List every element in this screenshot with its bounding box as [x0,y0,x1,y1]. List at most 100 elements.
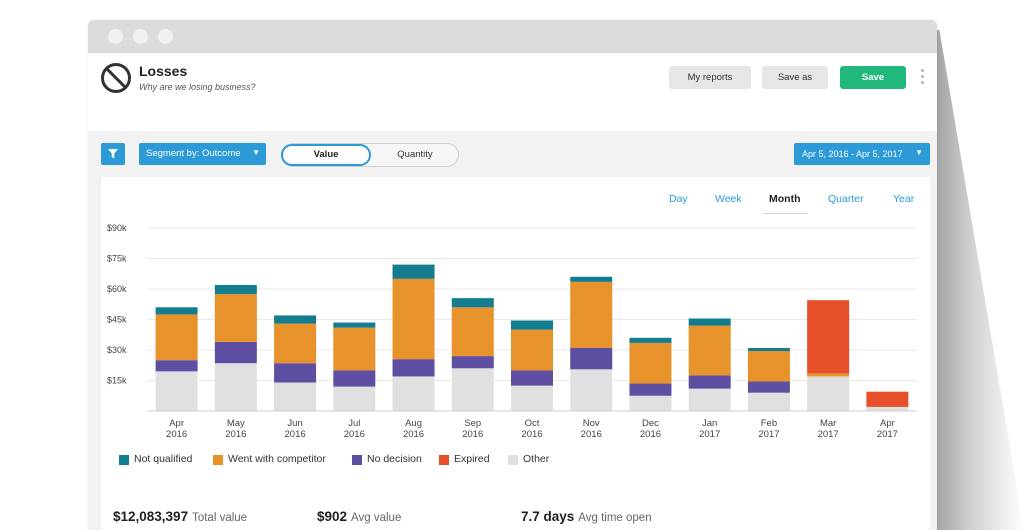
x-tick-label-month: Apr [169,418,184,429]
toggle-value[interactable]: Value [281,144,371,166]
save-as-button[interactable]: Save as [762,66,828,89]
bar-segment-went-with-competitor[interactable] [451,307,494,357]
bar-segment-went-with-competitor[interactable] [392,278,435,360]
bar-segment-went-with-competitor[interactable] [274,323,317,364]
bar-segment-no-decision[interactable] [747,381,790,393]
bar-segment-no-decision[interactable] [629,383,672,396]
legend-label: Expired [454,453,490,465]
report-toolbar: Segment by: Outcome ▼ Value Quantity Apr… [88,131,937,176]
period-year[interactable]: Year [893,193,915,205]
avg-value-stat: $902 Avg value [317,508,509,530]
segment-by-label: Segment by: Outcome [146,148,241,159]
legend-label: Not qualified [134,453,193,465]
bar-segment-other[interactable] [747,392,790,411]
bar-segment-went-with-competitor[interactable] [570,281,613,348]
stat-caption: Avg time open [578,512,652,524]
bar-segment-other[interactable] [570,369,613,411]
bar-segment-other[interactable] [807,376,850,411]
bar-segment-other[interactable] [511,385,553,411]
date-range-label: Apr 5, 2016 - Apr 5, 2017 [802,149,903,159]
bar-segment-not-qualified[interactable] [214,284,257,295]
x-tick-label-month: Oct [525,418,540,429]
bar-segment-no-decision[interactable] [274,363,317,383]
bar-segment-other[interactable] [392,376,435,411]
x-tick-label-year: 2017 [877,429,898,440]
bar-segment-other[interactable] [866,406,909,411]
period-week[interactable]: Week [715,193,742,205]
save-button[interactable]: Save [840,66,906,89]
segment-by-dropdown[interactable]: Segment by: Outcome ▼ [139,143,266,165]
bar-segment-not-qualified[interactable] [511,320,553,330]
bar-segment-went-with-competitor[interactable] [333,327,376,371]
bar-segment-not-qualified[interactable] [333,322,376,328]
bar-segment-not-qualified[interactable] [570,276,613,282]
bar-segment-no-decision[interactable] [511,370,553,386]
bar-segment-expired[interactable] [866,391,909,407]
x-tick-label-year: 2016 [581,429,602,440]
bar-segment-not-qualified[interactable] [155,307,198,315]
no-entry-icon [101,63,131,93]
bar-segment-not-qualified[interactable] [629,337,672,343]
bar-segment-no-decision[interactable] [155,360,198,372]
period-month[interactable]: Month [769,193,801,205]
x-tick-label-month: Dec [642,418,659,429]
bar-segment-went-with-competitor[interactable] [629,342,672,384]
toggle-quantity[interactable]: Quantity [397,149,433,160]
bar-segment-expired[interactable] [807,300,850,374]
bar-segment-not-qualified[interactable] [451,298,494,308]
bar-segment-other[interactable] [629,395,672,411]
period-day[interactable]: Day [669,193,688,205]
bar-segment-not-qualified[interactable] [392,264,435,279]
x-tick-label-year: 2016 [462,429,483,440]
legend-swatch [508,455,518,465]
x-tick-label-year: 2016 [285,429,306,440]
x-tick-label-month: Mar [820,418,836,429]
y-tick-label: $75k [107,254,127,264]
x-tick-label-month: May [227,418,245,429]
bar-segment-no-decision[interactable] [570,347,613,370]
bar-segment-no-decision[interactable] [392,359,435,377]
bar-segment-other[interactable] [333,386,376,411]
bar-segment-went-with-competitor[interactable] [747,351,790,382]
value-quantity-toggle: Value Quantity [281,143,459,167]
bar-segment-not-qualified[interactable] [747,347,790,352]
filter-button[interactable] [101,143,125,165]
my-reports-button[interactable]: My reports [669,66,751,89]
x-tick-label-year: 2016 [225,429,246,440]
x-tick-label-month: Sep [464,418,481,429]
more-options-icon[interactable] [921,69,925,87]
bar-segment-no-decision[interactable] [214,341,257,364]
x-tick-label-year: 2016 [166,429,187,440]
window-close-dot[interactable] [108,29,123,44]
app-window: Losses Why are we losing business? My re… [88,20,937,530]
bar-segment-went-with-competitor[interactable] [688,325,731,376]
x-tick-label-month: Jul [348,418,360,429]
total-value-stat: $12,083,397 Total value [113,508,305,530]
bar-segment-not-qualified[interactable] [688,318,731,326]
bar-segment-other[interactable] [451,368,494,411]
bar-segment-no-decision[interactable] [451,356,494,369]
y-tick-label: $15k [107,376,127,386]
chevron-down-icon: ▼ [915,148,923,157]
bar-segment-other[interactable] [214,363,257,411]
stat-value: 7.7 days [521,509,575,524]
bar-segment-other[interactable] [155,371,198,411]
bar-segment-no-decision[interactable] [688,375,731,389]
period-selected-underline [763,213,808,214]
bar-segment-not-qualified[interactable] [274,315,317,324]
bar-segment-went-with-competitor[interactable] [214,294,257,342]
window-titlebar [88,20,937,53]
bar-segment-went-with-competitor[interactable] [807,373,850,377]
period-quarter[interactable]: Quarter [828,193,864,205]
stat-value: $902 [317,509,348,524]
window-maximize-dot[interactable] [158,29,173,44]
window-minimize-dot[interactable] [133,29,148,44]
bar-segment-went-with-competitor[interactable] [511,329,553,371]
bar-segment-no-decision[interactable] [333,370,376,387]
bar-segment-went-with-competitor[interactable] [155,314,198,361]
bar-segment-other[interactable] [688,388,731,411]
page-subtitle: Why are we losing business? [139,82,256,92]
legend-label: No decision [367,453,422,465]
bar-segment-other[interactable] [274,382,317,411]
date-range-dropdown[interactable]: Apr 5, 2016 - Apr 5, 2017 ▼ [794,143,930,165]
